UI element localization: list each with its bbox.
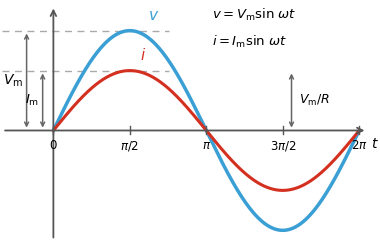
Text: $t$: $t$ — [371, 138, 379, 152]
Text: $I_\mathrm{m}$: $I_\mathrm{m}$ — [25, 93, 39, 108]
Text: $0$: $0$ — [49, 139, 58, 153]
Text: $V_\mathrm{m}$: $V_\mathrm{m}$ — [3, 72, 23, 89]
Text: $2\pi$: $2\pi$ — [351, 139, 367, 153]
Text: $v$: $v$ — [147, 8, 159, 23]
Text: $\pi/2$: $\pi/2$ — [120, 139, 139, 154]
Text: $3\pi/2$: $3\pi/2$ — [269, 139, 296, 154]
Text: $V_\mathrm{m}/R$: $V_\mathrm{m}/R$ — [299, 93, 330, 108]
Text: $v = V_\mathrm{m}\sin\,\omega t$: $v = V_\mathrm{m}\sin\,\omega t$ — [212, 7, 296, 23]
Text: $i$: $i$ — [140, 46, 147, 62]
Text: $\pi$: $\pi$ — [202, 139, 211, 153]
Text: $i = I_\mathrm{m}\sin\,\omega t$: $i = I_\mathrm{m}\sin\,\omega t$ — [212, 34, 287, 50]
